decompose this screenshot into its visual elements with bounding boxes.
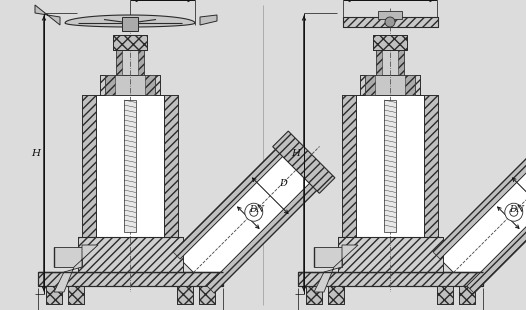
Bar [343, 17, 438, 27]
Bar [314, 247, 342, 267]
Bar [437, 286, 453, 304]
Bar [177, 286, 193, 304]
Bar [365, 75, 375, 95]
Bar [199, 286, 215, 304]
Bar [372, 75, 408, 95]
Bar [298, 272, 483, 286]
Bar [78, 237, 183, 272]
Bar [376, 50, 382, 75]
Bar [145, 75, 155, 95]
Circle shape [505, 203, 523, 221]
Bar [373, 35, 407, 50]
Bar [164, 95, 178, 272]
Polygon shape [173, 142, 323, 293]
Bar [360, 75, 420, 95]
Text: H: H [291, 149, 300, 158]
Text: DN: DN [509, 205, 524, 214]
Bar [356, 95, 424, 272]
Bar [68, 286, 84, 304]
Bar [298, 272, 483, 286]
Polygon shape [314, 245, 358, 292]
Bar [113, 35, 147, 50]
Bar [378, 11, 402, 19]
Bar [82, 95, 96, 272]
Bar [338, 237, 443, 272]
Bar [338, 237, 443, 272]
Bar [199, 286, 215, 304]
Polygon shape [272, 131, 335, 193]
Bar [96, 95, 164, 272]
Bar [328, 286, 344, 304]
Polygon shape [433, 142, 526, 259]
Bar [376, 50, 404, 75]
Bar [112, 75, 148, 95]
Bar [342, 95, 356, 272]
Bar [373, 35, 407, 50]
Polygon shape [200, 15, 217, 25]
Circle shape [385, 17, 395, 27]
Text: H: H [32, 149, 41, 158]
Polygon shape [207, 176, 323, 293]
Bar [306, 286, 322, 304]
Bar [78, 237, 183, 272]
Bar [54, 247, 82, 267]
Polygon shape [467, 176, 526, 293]
Bar [38, 272, 223, 286]
Bar [342, 95, 356, 272]
Polygon shape [173, 142, 290, 259]
Bar [116, 50, 122, 75]
Bar [459, 286, 475, 304]
Bar [365, 75, 415, 95]
Bar [424, 95, 438, 272]
Text: DN: DN [249, 205, 265, 214]
Bar [38, 272, 223, 286]
Bar [122, 17, 138, 31]
Bar [328, 286, 344, 304]
Bar [398, 50, 404, 75]
Circle shape [245, 203, 263, 221]
Circle shape [250, 208, 258, 216]
Bar [68, 286, 84, 304]
Bar [100, 75, 160, 95]
Bar [177, 286, 193, 304]
Polygon shape [433, 142, 526, 293]
Bar [405, 75, 415, 95]
Bar [164, 95, 178, 272]
Bar [138, 50, 144, 75]
Bar [113, 35, 147, 50]
Bar [46, 286, 62, 304]
Bar [82, 95, 96, 272]
Bar [46, 286, 62, 304]
Text: D: D [279, 179, 287, 188]
Bar [360, 75, 420, 95]
Polygon shape [35, 5, 60, 25]
Bar [116, 50, 144, 75]
Bar [343, 17, 438, 27]
Bar [384, 100, 396, 232]
Bar [124, 100, 136, 232]
Bar [424, 95, 438, 272]
Bar [306, 286, 322, 304]
Bar [459, 286, 475, 304]
Circle shape [510, 208, 518, 216]
Polygon shape [65, 15, 195, 27]
Bar [105, 75, 115, 95]
Bar [100, 75, 160, 95]
Polygon shape [54, 245, 98, 292]
Bar [105, 75, 155, 95]
Bar [437, 286, 453, 304]
